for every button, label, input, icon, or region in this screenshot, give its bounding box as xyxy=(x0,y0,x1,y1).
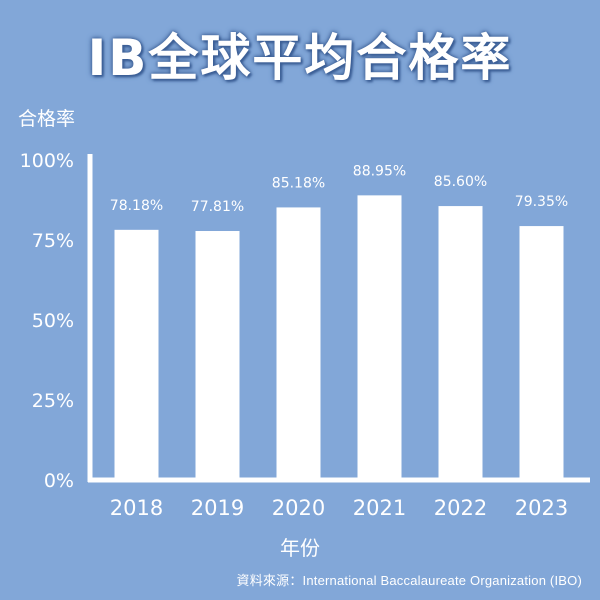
y-tick-label: 25% xyxy=(32,390,74,412)
y-tick-label: 0% xyxy=(44,470,74,492)
y-axis-label: 合格率 xyxy=(18,108,76,130)
bar-2023 xyxy=(519,226,564,480)
x-tick-label: 2020 xyxy=(272,496,325,520)
y-tick-label: 100% xyxy=(20,150,74,172)
value-labels-group: 78.18% 77.81% 85.18% 88.95% 85.60% 79.35% xyxy=(110,163,568,215)
chart-title: IB全球平均合格率 xyxy=(87,29,513,87)
value-label-2018: 78.18% xyxy=(110,198,163,214)
bar-2022 xyxy=(438,206,483,480)
value-label-2021: 88.95% xyxy=(353,163,406,179)
y-ticks-group: 0% 25% 50% 75% 100% xyxy=(20,150,74,492)
y-tick-label: 75% xyxy=(32,230,74,252)
value-label-2023: 79.35% xyxy=(515,194,568,210)
x-tick-label: 2018 xyxy=(110,496,163,520)
x-tick-label: 2023 xyxy=(515,496,568,520)
y-tick-label: 50% xyxy=(32,310,74,332)
x-tick-label: 2022 xyxy=(434,496,487,520)
value-label-2022: 85.60% xyxy=(434,174,487,190)
bar-2020 xyxy=(276,207,321,480)
source-note: 資料來源：International Baccalaureate Organiz… xyxy=(236,573,582,588)
value-label-2020: 85.18% xyxy=(272,175,325,191)
x-tick-label: 2021 xyxy=(353,496,406,520)
value-label-2019: 77.81% xyxy=(191,199,244,215)
x-ticks-group: 2018 2019 2020 2021 2022 2023 xyxy=(110,496,568,520)
x-axis-label: 年份 xyxy=(280,536,320,560)
x-tick-label: 2019 xyxy=(191,496,244,520)
bar-2018 xyxy=(114,229,159,480)
bars-group xyxy=(114,195,564,481)
bar-2019 xyxy=(195,231,240,480)
bar-2021 xyxy=(357,195,402,481)
